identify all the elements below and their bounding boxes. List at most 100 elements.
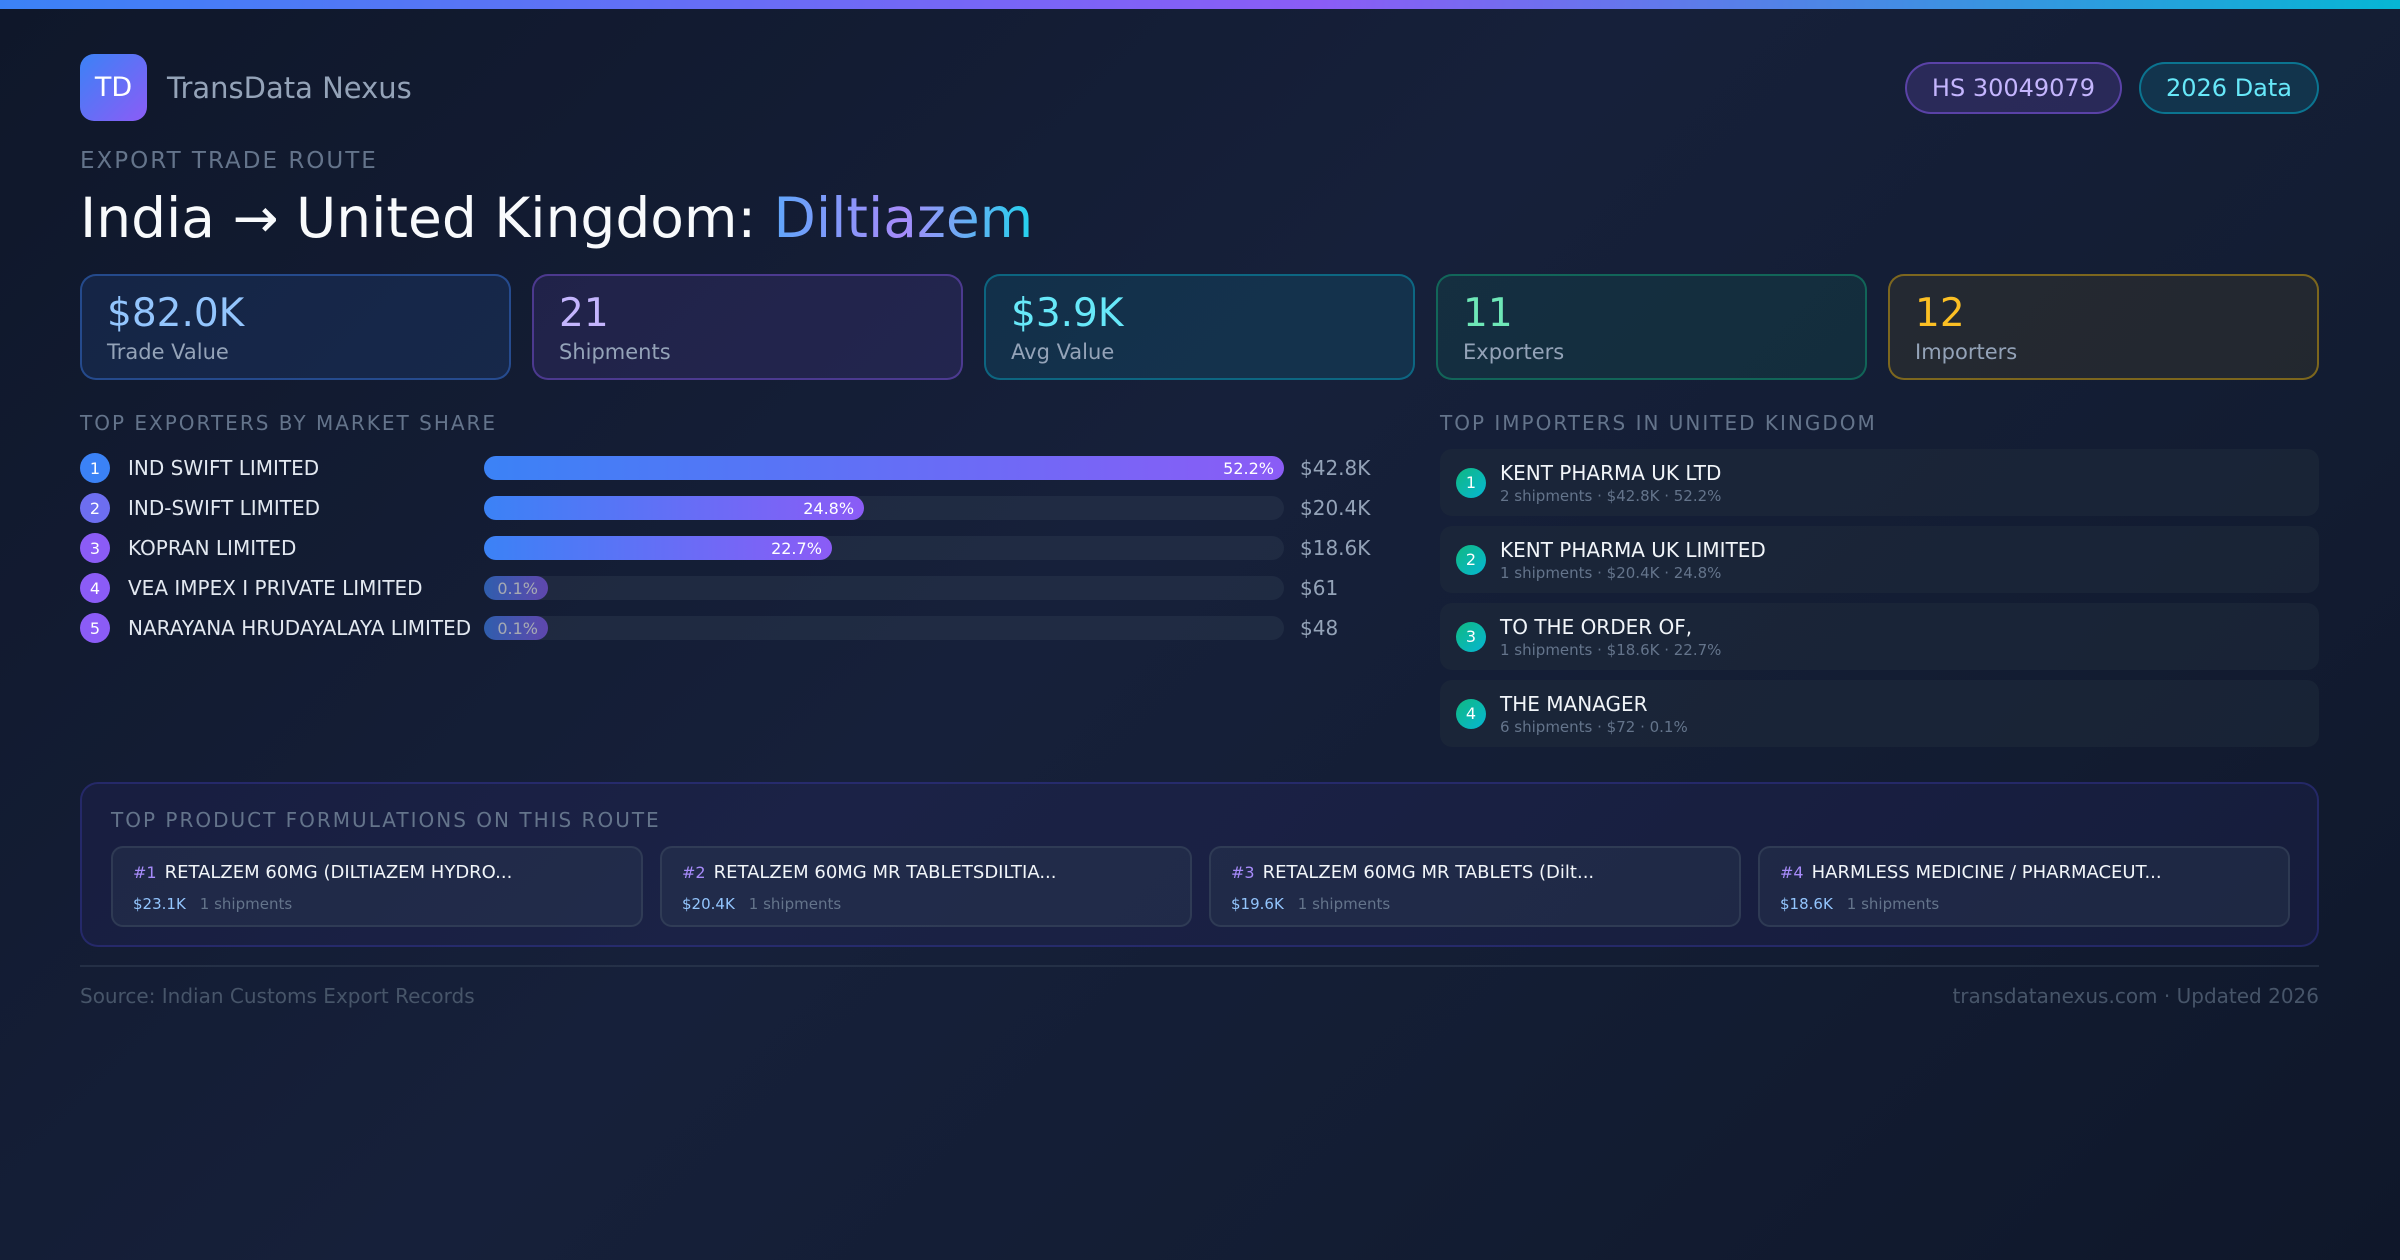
eyebrow: EXPORT TRADE ROUTE (80, 148, 378, 174)
importer-meta: 1 shipments · $20.4K · 24.8% (1500, 563, 1722, 582)
stats-row: $82.0K Trade Value 21 Shipments $3.9K Avg V… (80, 274, 2319, 380)
exporter-value: $42.8K (1300, 456, 1371, 480)
exporters-heading: TOP EXPORTERS BY MARKET SHARE (80, 411, 498, 435)
product-name: RETALZEM 60MG MR TABLETS (Dilt... (1262, 862, 1595, 883)
drug-name: Diltiazem (773, 186, 1034, 250)
page-title: India → United Kingdom: Diltiazem (80, 186, 1033, 250)
exporter-value: $20.4K (1300, 496, 1371, 520)
product-rank: #1 (133, 863, 157, 882)
product-rank: #3 (1231, 863, 1255, 882)
product-name: RETALZEM 60MG MR TABLETSDILTIA... (713, 862, 1057, 883)
rank-badge: 2 (1456, 544, 1486, 575)
accent-bar (0, 0, 2400, 9)
stat-avg-value: $3.9K Avg Value (984, 274, 1415, 380)
product-card: #3 RETALZEM 60MG MR TABLETS (Dilt... $19.… (1209, 846, 1741, 927)
product-shipments: 1 shipments (1297, 895, 1391, 913)
importers-list: 1 KENT PHARMA UK LTD 2 shipments · $42.8… (1440, 449, 2319, 757)
share-bar-track: 24.8% (484, 496, 1284, 520)
rank-badge: 4 (80, 573, 110, 603)
footer-divider (80, 965, 2319, 967)
exporter-row: 2 IND-SWIFT LIMITED 24.8% $20.4K (80, 488, 1380, 528)
exporters-list: 1 IND SWIFT LIMITED 52.2% $42.8K 2 IND-SW… (80, 448, 1380, 648)
product-card: #4 HARMLESS MEDICINE / PHARMACEUT... $18.… (1758, 846, 2290, 927)
product-value: $18.6K (1780, 895, 1833, 913)
share-bar-track: 52.2% (484, 456, 1284, 480)
stat-shipments: 21 Shipments (532, 274, 963, 380)
rank-badge: 1 (1456, 467, 1486, 498)
products-section: TOP PRODUCT FORMULATIONS ON THIS ROUTE #… (80, 782, 2319, 947)
stat-value: 11 (1463, 291, 1513, 336)
footer-site: transdatanexus.com · Updated 2026 (1952, 984, 2319, 1008)
importer-card: 3 TO THE ORDER OF, 1 shipments · $18.6K … (1440, 603, 2319, 670)
product-card: #2 RETALZEM 60MG MR TABLETSDILTIA... $20.… (660, 846, 1192, 927)
stat-trade-value: $82.0K Trade Value (80, 274, 511, 380)
product-shipments: 1 shipments (748, 895, 842, 913)
exporter-name: IND-SWIFT LIMITED (128, 496, 321, 520)
product-value: $19.6K (1231, 895, 1284, 913)
products-heading: TOP PRODUCT FORMULATIONS ON THIS ROUTE (111, 808, 661, 832)
stat-label: Avg Value (1011, 340, 1115, 364)
product-rank: #4 (1780, 863, 1804, 882)
stat-label: Shipments (559, 340, 671, 364)
exporter-row: 3 KOPRAN LIMITED 22.7% $18.6K (80, 528, 1380, 568)
rank-badge: 2 (80, 493, 110, 523)
importer-card: 2 KENT PHARMA UK LIMITED 1 shipments · $… (1440, 526, 2319, 593)
stat-label: Importers (1915, 340, 2018, 364)
stat-value: 21 (559, 291, 609, 336)
importer-name: TO THE ORDER OF, (1500, 614, 1693, 639)
product-rank: #2 (682, 863, 706, 882)
product-card: #1 RETALZEM 60MG (DILTIAZEM HYDRO... $23.… (111, 846, 643, 927)
stat-value: $82.0K (107, 291, 245, 336)
importer-meta: 1 shipments · $18.6K · 22.7% (1500, 640, 1722, 659)
exporter-row: 1 IND SWIFT LIMITED 52.2% $42.8K (80, 448, 1380, 488)
product-name: RETALZEM 60MG (DILTIAZEM HYDRO... (164, 862, 513, 883)
importer-name: THE MANAGER (1500, 691, 1648, 716)
share-bar-fill: 52.2% (484, 456, 1284, 480)
share-bar-fill: 0.1% (484, 616, 548, 640)
importer-name: KENT PHARMA UK LTD (1500, 460, 1722, 485)
importer-meta: 6 shipments · $72 · 0.1% (1500, 717, 1688, 736)
brand-name: TransData Nexus (167, 70, 412, 105)
rank-badge: 5 (80, 613, 110, 643)
share-bar-fill: 22.7% (484, 536, 832, 560)
exporter-value: $61 (1300, 576, 1339, 600)
stat-label: Exporters (1463, 340, 1565, 364)
logo: TD (80, 54, 147, 121)
importer-card: 4 THE MANAGER 6 shipments · $72 · 0.1% (1440, 680, 2319, 747)
exporter-name: NARAYANA HRUDAYALAYA LIMITED (128, 616, 472, 640)
rank-badge: 3 (80, 533, 110, 563)
stat-value: $3.9K (1011, 291, 1124, 336)
importer-card: 1 KENT PHARMA UK LTD 2 shipments · $42.8… (1440, 449, 2319, 516)
exporter-name: IND SWIFT LIMITED (128, 456, 320, 480)
header: TD TransData Nexus HS 30049079 2026 Data (80, 54, 2319, 121)
importers-heading: TOP IMPORTERS IN UNITED KINGDOM (1440, 411, 1877, 435)
product-value: $20.4K (682, 895, 735, 913)
importer-meta: 2 shipments · $42.8K · 52.2% (1500, 486, 1722, 505)
exporter-row: 5 NARAYANA HRUDAYALAYA LIMITED 0.1% $48 (80, 608, 1380, 648)
stat-importers: 12 Importers (1888, 274, 2319, 380)
footer-source: Source: Indian Customs Export Records (80, 984, 475, 1008)
share-bar-fill: 0.1% (484, 576, 548, 600)
stat-exporters: 11 Exporters (1436, 274, 1867, 380)
stat-value: 12 (1915, 291, 1965, 336)
stat-label: Trade Value (107, 340, 229, 364)
share-bar-track: 0.1% (484, 616, 1284, 640)
share-bar-track: 0.1% (484, 576, 1284, 600)
product-shipments: 1 shipments (199, 895, 293, 913)
exporter-value: $48 (1300, 616, 1339, 640)
exporter-name: KOPRAN LIMITED (128, 536, 297, 560)
exporter-name: VEA IMPEX I PRIVATE LIMITED (128, 576, 423, 600)
product-name: HARMLESS MEDICINE / PHARMACEUT... (1811, 862, 2162, 883)
route-text: India → United Kingdom: (80, 186, 774, 250)
share-bar-fill: 24.8% (484, 496, 865, 520)
hs-code-badge: HS 30049079 (1904, 61, 2122, 114)
rank-badge: 1 (80, 453, 110, 483)
share-bar-track: 22.7% (484, 536, 1284, 560)
product-value: $23.1K (133, 895, 186, 913)
data-year-badge: 2026 Data (2138, 61, 2319, 114)
product-shipments: 1 shipments (1846, 895, 1940, 913)
exporter-row: 4 VEA IMPEX I PRIVATE LIMITED 0.1% $61 (80, 568, 1380, 608)
importer-name: KENT PHARMA UK LIMITED (1500, 537, 1766, 562)
exporter-value: $18.6K (1300, 536, 1371, 560)
rank-badge: 3 (1456, 621, 1486, 652)
